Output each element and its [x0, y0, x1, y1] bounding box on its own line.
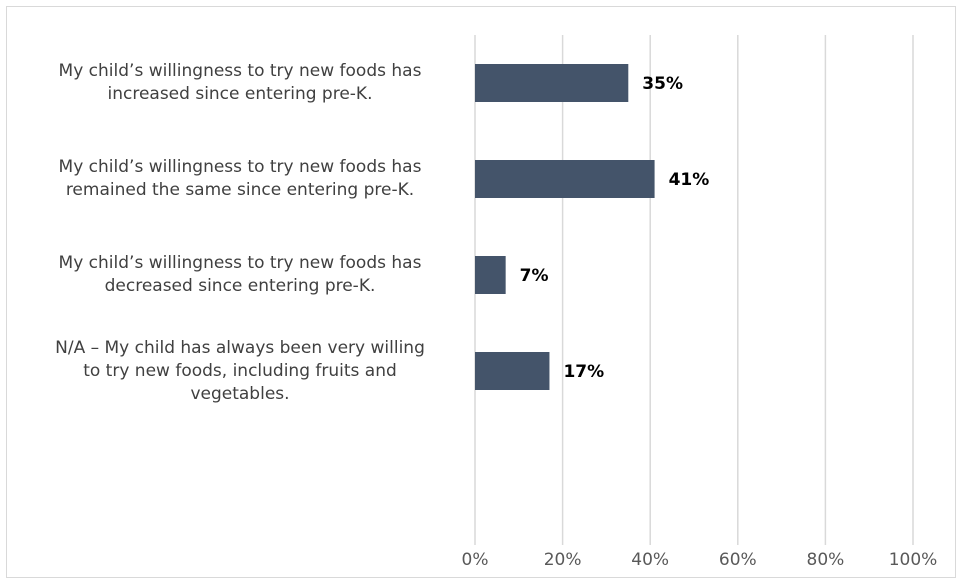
data-label: 17%	[563, 362, 604, 382]
category-label: My child’s willingness to try new foods …	[58, 253, 422, 296]
x-tick-label: 100%	[889, 550, 938, 570]
category-label: My child’s willingness to try new foods …	[58, 157, 422, 200]
x-tick-label: 60%	[719, 550, 757, 570]
x-tick-label: 40%	[631, 550, 669, 570]
data-label: 41%	[669, 170, 710, 190]
data-label: 35%	[642, 74, 683, 94]
bar	[475, 256, 506, 294]
x-tick-label: 0%	[462, 550, 489, 570]
bar	[475, 160, 655, 198]
bar	[475, 64, 629, 102]
bar	[475, 352, 550, 390]
x-tick-label: 80%	[807, 550, 845, 570]
category-label: N/A – My child has always been very will…	[55, 337, 425, 404]
x-tick-label: 20%	[544, 550, 582, 570]
category-label: My child’s willingness to try new foods …	[58, 61, 422, 104]
data-label: 7%	[520, 266, 549, 286]
